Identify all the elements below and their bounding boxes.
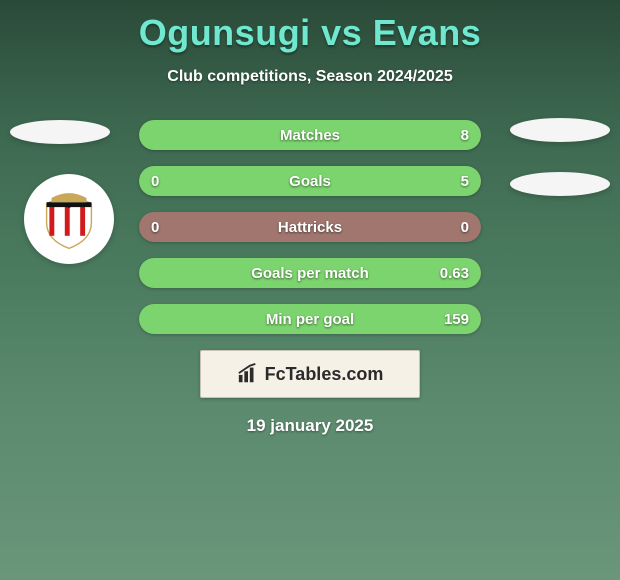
date-text: 19 january 2025 bbox=[0, 416, 620, 436]
stat-row: Min per goal159 bbox=[139, 304, 481, 334]
stat-value-right: 8 bbox=[461, 120, 469, 150]
stat-label: Matches bbox=[139, 120, 481, 150]
stat-value-right: 5 bbox=[461, 166, 469, 196]
stat-row: 0Hattricks0 bbox=[139, 212, 481, 242]
comparison-panel: Matches80Goals50Hattricks0Goals per matc… bbox=[0, 120, 620, 436]
stat-value-right: 159 bbox=[444, 304, 469, 334]
brand-text: FcTables.com bbox=[265, 364, 384, 385]
player-right-placeholder-2 bbox=[510, 172, 610, 196]
stat-row: Goals per match0.63 bbox=[139, 258, 481, 288]
stat-value-right: 0.63 bbox=[440, 258, 469, 288]
stat-label: Goals per match bbox=[139, 258, 481, 288]
stat-label: Goals bbox=[139, 166, 481, 196]
stat-row: 0Goals5 bbox=[139, 166, 481, 196]
club-crest-icon bbox=[34, 184, 104, 254]
stat-row: Matches8 bbox=[139, 120, 481, 150]
stats-list: Matches80Goals50Hattricks0Goals per matc… bbox=[139, 120, 481, 334]
stat-label: Min per goal bbox=[139, 304, 481, 334]
stat-label: Hattricks bbox=[139, 212, 481, 242]
player-left-placeholder bbox=[10, 120, 110, 144]
player-left-club-badge bbox=[24, 174, 114, 264]
page-title: Ogunsugi vs Evans bbox=[0, 0, 620, 54]
subtitle: Club competitions, Season 2024/2025 bbox=[0, 68, 620, 86]
player-right-placeholder-1 bbox=[510, 118, 610, 142]
stat-value-right: 0 bbox=[461, 212, 469, 242]
brand-box: FcTables.com bbox=[200, 350, 420, 398]
bar-chart-icon bbox=[237, 363, 259, 385]
